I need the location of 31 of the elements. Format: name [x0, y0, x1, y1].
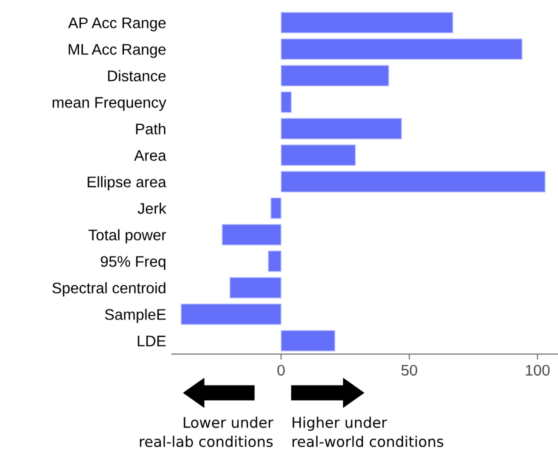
- y-tick-label: Total power: [88, 229, 166, 244]
- bar: [280, 144, 356, 166]
- y-tick-label: mean Frequency: [52, 97, 166, 111]
- x-tick-label: 0: [277, 364, 285, 376]
- text: Higher under real-world conditions: [292, 416, 444, 448]
- y-tick-label: Spectral centroid: [52, 282, 166, 296]
- text: Lower under real-lab conditions: [140, 416, 274, 448]
- bar: [280, 64, 390, 86]
- bar: [180, 303, 282, 326]
- y-tick-label: Jerk: [138, 202, 166, 214]
- x-tick-label: 100: [526, 364, 550, 376]
- bar: [280, 118, 402, 140]
- y-tick-label: AP Acc Range: [68, 18, 166, 32]
- bar: [222, 224, 282, 246]
- bar: [280, 12, 454, 34]
- y-tick-label: ML Acc Range: [68, 44, 166, 58]
- bar: [280, 91, 292, 113]
- bar: [280, 38, 523, 60]
- y-tick-label: 95% Freq: [100, 256, 166, 270]
- bar: [270, 197, 282, 219]
- y-tick-label: LDE: [138, 336, 166, 346]
- bar: [229, 276, 282, 298]
- x-tick-label: 50: [401, 364, 418, 376]
- y-tick-label: Path: [136, 123, 166, 134]
- y-tick-label: SampleE: [105, 308, 166, 323]
- bar: [268, 250, 282, 272]
- y-tick-label: Area: [134, 150, 166, 161]
- y-tick-label: Ellipse area: [88, 176, 166, 190]
- bar: [280, 330, 336, 352]
- y-tick-label: Distance: [108, 70, 166, 82]
- bar: [280, 170, 546, 192]
